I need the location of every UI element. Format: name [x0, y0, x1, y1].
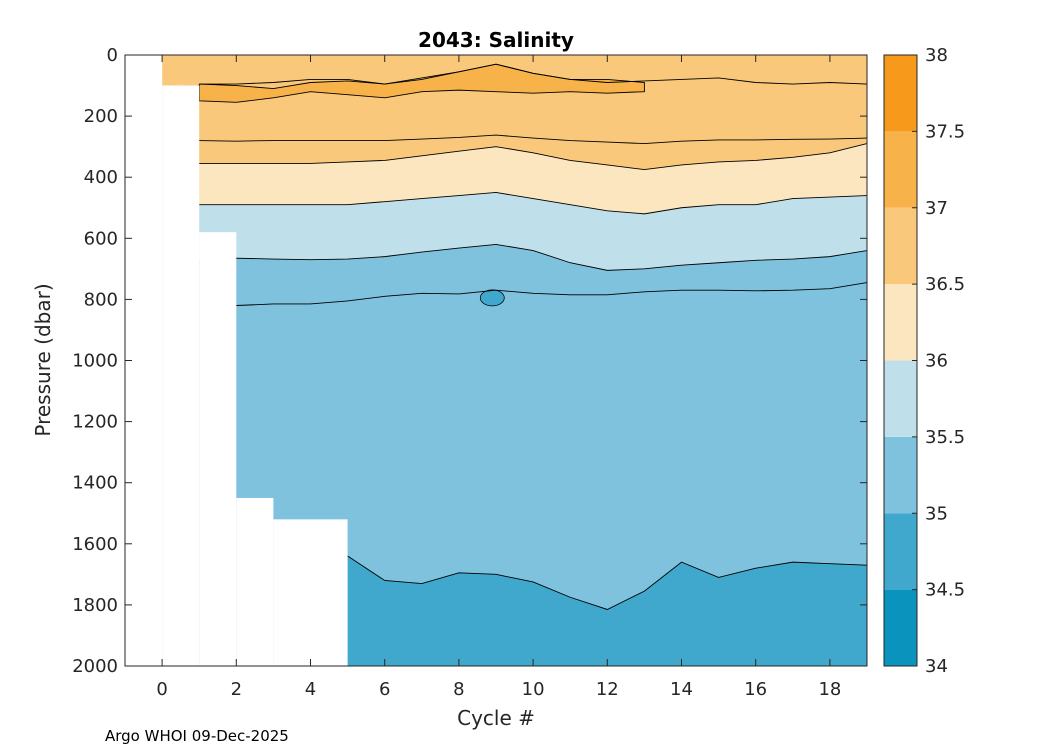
y-tick-label: 1000	[72, 351, 118, 372]
colorbar-tick-label: 38	[925, 45, 948, 66]
colorbar-segment	[884, 360, 917, 437]
band-36.5-37-lower	[162, 85, 867, 170]
colorbar-ticks: 34 34.5 35 35.5 36 36.5 37 37.5 38	[912, 45, 965, 677]
no-data-mask	[125, 55, 348, 666]
y-tick-label: 800	[84, 289, 118, 310]
no-data-step-2	[236, 497, 274, 666]
isohaline-36.5	[199, 134, 867, 145]
isohaline-34.5	[236, 282, 867, 306]
colorbar-tick-label: 35	[925, 503, 948, 524]
y-tick-label: 600	[84, 228, 118, 249]
colorbar-tick-label: 37.5	[925, 121, 965, 142]
x-tick-label: 14	[670, 679, 693, 700]
no-data-step-1	[199, 232, 237, 666]
colorbar-segment	[884, 55, 917, 132]
x-tick-label: 4	[305, 679, 316, 700]
y-tick-label: 2000	[72, 656, 118, 677]
colorbar-segment	[884, 513, 917, 590]
chart-title: 2043: Salinity	[418, 28, 574, 52]
isohaline-35	[199, 243, 867, 271]
x-tick-label: 8	[453, 679, 464, 700]
y-axis-ticks: 0 200 400 600 800 1000 1200 1400 1600 1800 2000	[72, 45, 867, 677]
y-tick-label: 1400	[72, 473, 118, 494]
no-data-step-3	[273, 519, 348, 666]
no-data-step-0	[162, 85, 200, 666]
y-tick-label: 1200	[72, 412, 118, 433]
colorbar-tick-label: 36	[925, 351, 948, 372]
y-tick-label: 1800	[72, 595, 118, 616]
colorbar-segment	[884, 436, 917, 514]
colorbar-tick-label: 35.5	[925, 427, 965, 448]
band-35.5-36	[162, 85, 867, 271]
y-axis-label: Pressure (dbar)	[31, 283, 55, 436]
colorbar	[884, 55, 917, 666]
colorbar-tick-label: 37	[925, 198, 948, 219]
x-tick-label: 10	[522, 679, 545, 700]
y-tick-label: 400	[84, 167, 118, 188]
colorbar-tick-label: 34	[925, 656, 948, 677]
x-axis-label: Cycle #	[457, 706, 535, 730]
colorbar-segment	[884, 589, 917, 666]
x-tick-label: 16	[744, 679, 767, 700]
y-tick-label: 1600	[72, 534, 118, 555]
x-tick-label: 18	[818, 679, 841, 700]
colorbar-segment	[884, 207, 917, 285]
footer-credit: Argo WHOI 09-Dec-2025	[105, 727, 289, 745]
x-tick-label: 0	[156, 679, 167, 700]
isohaline-36	[199, 143, 867, 171]
x-tick-label: 6	[379, 679, 390, 700]
y-tick-label: 200	[84, 106, 118, 127]
isohaline-contours	[198, 63, 867, 610]
isohaline-37-core	[198, 63, 645, 103]
x-tick-label: 2	[231, 679, 242, 700]
band-36.5-37-top	[162, 55, 867, 86]
isohaline-35.5	[199, 192, 867, 215]
y-tick-label: 0	[107, 45, 118, 66]
x-tick-label: 12	[596, 679, 619, 700]
colorbar-segment	[884, 131, 917, 208]
colorbar-tick-label: 36.5	[925, 274, 965, 295]
colorbar-tick-label: 34.5	[925, 580, 965, 601]
colorbar-segment	[884, 284, 917, 361]
eddy-patch	[479, 289, 505, 307]
x-axis-ticks: 0 2 4 6 8 10 12 14 16 18	[156, 55, 841, 700]
isohaline-34.5-deep	[347, 555, 867, 610]
band-34.5-35-deep	[347, 556, 867, 666]
